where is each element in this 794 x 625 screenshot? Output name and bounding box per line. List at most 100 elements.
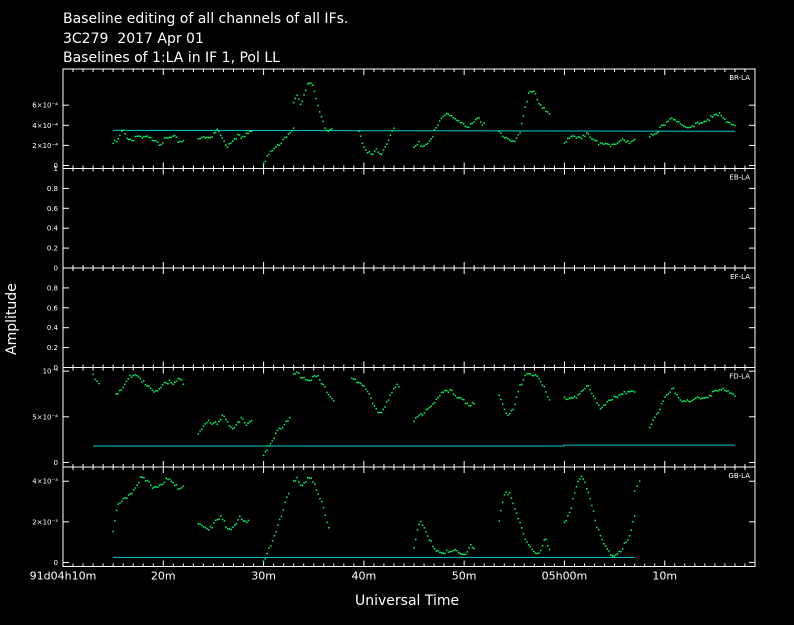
data-point (667, 393, 670, 395)
data-point (167, 383, 169, 385)
data-point (522, 533, 525, 535)
data-point (481, 124, 484, 126)
y-tick-label: 2×10⁻⁴ (32, 142, 58, 150)
data-point (366, 152, 369, 154)
data-point (526, 541, 528, 543)
data-point (592, 510, 595, 512)
data-point (729, 392, 731, 394)
data-point (223, 140, 225, 142)
y-tick-label: 0 (54, 162, 58, 170)
data-point (235, 424, 237, 426)
data-point (327, 130, 330, 133)
data-point (132, 489, 135, 491)
data-point (315, 489, 318, 491)
data-point (507, 414, 509, 416)
data-point (148, 480, 150, 483)
data-point (514, 140, 516, 143)
data-point (136, 374, 138, 377)
data-point (303, 482, 305, 484)
data-point (627, 140, 629, 142)
data-point (233, 427, 236, 429)
data-point (580, 390, 583, 393)
data-point (141, 137, 143, 139)
data-point (296, 94, 298, 96)
data-point (228, 143, 230, 145)
data-point (587, 491, 590, 494)
data-point (201, 428, 203, 430)
data-point (563, 396, 566, 398)
data-point (427, 408, 429, 410)
data-point (498, 130, 500, 133)
data-point (273, 437, 275, 439)
data-point (202, 136, 205, 138)
data-point (449, 550, 451, 553)
data-point (242, 520, 245, 522)
data-point (306, 83, 309, 85)
data-point (594, 397, 596, 400)
data-point (633, 515, 636, 517)
data-point (609, 554, 612, 556)
data-point (466, 126, 468, 128)
data-point (354, 378, 357, 380)
data-point (235, 523, 238, 525)
data-point (296, 371, 298, 373)
data-point (701, 397, 704, 399)
data-point (654, 416, 656, 419)
data-point (650, 423, 653, 425)
data-point (433, 401, 436, 404)
data-point (298, 372, 300, 374)
data-point (301, 377, 304, 379)
data-point (312, 481, 314, 483)
data-point (541, 107, 544, 109)
data-point (591, 504, 593, 507)
data-point (226, 421, 229, 423)
data-point (372, 153, 374, 156)
data-point (127, 378, 129, 380)
data-point (586, 488, 588, 490)
data-point (209, 422, 212, 424)
data-point (179, 140, 181, 143)
data-point (294, 373, 297, 375)
data-point (324, 514, 326, 516)
data-point (695, 122, 697, 124)
data-point (512, 502, 514, 505)
data-point (199, 137, 201, 140)
data-point (276, 429, 279, 432)
data-point (175, 380, 178, 382)
data-point (483, 122, 485, 124)
data-point (163, 481, 166, 484)
data-point (681, 124, 683, 126)
data-point (139, 377, 141, 380)
data-point (312, 84, 314, 86)
data-point (603, 543, 605, 545)
data-point (587, 133, 590, 135)
data-point (389, 394, 391, 396)
data-point (648, 426, 651, 429)
data-point (505, 491, 507, 493)
data-point (672, 118, 675, 121)
x-tick-label: 40m (352, 570, 377, 583)
data-point (652, 419, 654, 421)
data-point (613, 395, 615, 398)
data-point (480, 121, 482, 123)
data-point (242, 418, 244, 420)
data-point (592, 395, 595, 397)
data-point (695, 397, 697, 399)
data-point (331, 128, 333, 130)
data-point (627, 539, 629, 541)
data-point (129, 374, 131, 377)
data-point (676, 394, 678, 396)
data-point (582, 389, 584, 392)
data-point (204, 423, 206, 425)
y-tick-label: 0 (54, 559, 58, 567)
data-point (621, 138, 624, 140)
data-point (548, 113, 551, 115)
data-point (327, 393, 330, 396)
data-point (568, 397, 571, 399)
data-point (319, 379, 321, 381)
data-point (548, 399, 551, 401)
data-point (269, 150, 272, 153)
data-point (730, 123, 733, 126)
data-point (322, 120, 324, 123)
data-point (321, 500, 323, 503)
